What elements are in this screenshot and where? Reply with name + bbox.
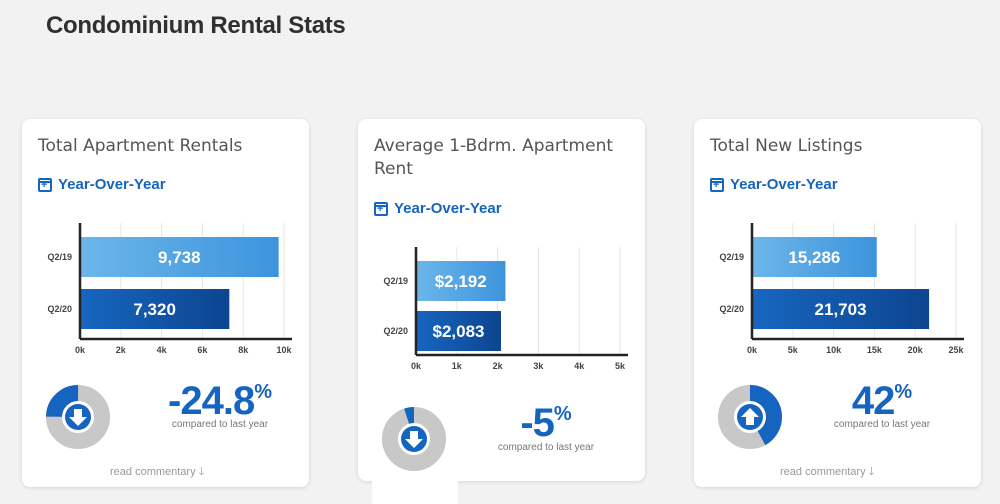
x-tick-label: 20k	[908, 345, 924, 355]
bar-value-label: 7,320	[133, 300, 176, 319]
bar-chart: 0k 2k 4k 6k 8k 10k Q2/19 9,738 Q2/20 7,320	[36, 223, 306, 355]
bar	[752, 237, 877, 277]
change-percent: -5%	[520, 401, 572, 445]
read-commentary-link[interactable]: read commentary 🡓	[780, 466, 875, 478]
bar-value-label: $2,192	[435, 272, 487, 291]
read-commentary-link[interactable]: read commentary 🡓	[110, 466, 205, 478]
gauge-arc	[718, 385, 782, 449]
arrow-down-small-icon: 🡓	[198, 466, 205, 478]
arrow-down-icon	[65, 404, 91, 430]
calendar-icon	[374, 201, 388, 216]
x-tick-label: 10k	[826, 345, 842, 355]
year-over-year-link[interactable]: Year-Over-Year	[374, 200, 502, 217]
bar	[416, 261, 506, 301]
year-over-year-link[interactable]: Year-Over-Year	[710, 176, 838, 193]
year-over-year-link[interactable]: Year-Over-Year	[38, 176, 166, 193]
x-tick-label: 0k	[411, 361, 422, 371]
x-tick-label: 0k	[75, 345, 86, 355]
bar-value-label: $2,083	[432, 322, 484, 341]
category-label: Q2/20	[383, 326, 408, 336]
bar	[752, 289, 930, 329]
card-total-apartment-rentals: Total Apartment Rentals Year-Over-Year 0…	[22, 119, 309, 487]
gauge-track	[382, 407, 446, 471]
calendar-icon	[38, 177, 52, 192]
change-percent: -24.8%	[168, 379, 272, 423]
bar-value-label: 15,286	[788, 248, 840, 267]
bar	[80, 289, 230, 329]
period-label: Year-Over-Year	[58, 176, 166, 193]
x-tick-label: 1k	[452, 361, 463, 371]
bar-chart: 0k 1k 2k 3k 4k 5k Q2/19 $2,192 Q2/20 $2,083	[372, 247, 642, 377]
bar-chart: 0k 5k 10k 15k 20k 25k Q2/19 15,286 Q2/20 21,703	[708, 223, 978, 355]
bar-value-label: 9,738	[158, 248, 201, 267]
card-2-bottom-mask	[372, 481, 458, 504]
x-tick-label: 8k	[238, 345, 249, 355]
x-tick-label: 3k	[533, 361, 544, 371]
card-title: Average 1-Bdrm. Apartment Rent	[374, 136, 614, 179]
change-gauge	[714, 381, 786, 458]
compare-text: compared to last year	[833, 419, 931, 430]
x-tick-label: 0k	[747, 345, 758, 355]
category-label: Q2/20	[47, 304, 72, 314]
period-label: Year-Over-Year	[730, 176, 838, 193]
x-tick-label: 6k	[197, 345, 208, 355]
x-tick-label: 15k	[867, 345, 883, 355]
change-percent: 42%	[851, 379, 913, 423]
x-tick-label: 10k	[276, 345, 292, 355]
bar	[80, 237, 279, 277]
card-total-new-listings: Total New Listings Year-Over-Year 0k 5k 10…	[694, 119, 981, 487]
x-tick-label: 5k	[615, 361, 626, 371]
x-tick-label: 5k	[788, 345, 799, 355]
x-tick-label: 2k	[493, 361, 504, 371]
calendar-icon	[710, 177, 724, 192]
x-tick-label: 2k	[116, 345, 127, 355]
change-gauge	[378, 403, 450, 480]
compare-text: compared to last year	[497, 442, 595, 453]
category-label: Q2/19	[719, 252, 744, 262]
card-title: Total Apartment Rentals	[38, 136, 243, 156]
category-label: Q2/20	[719, 304, 744, 314]
x-tick-label: 4k	[574, 361, 585, 371]
category-label: Q2/19	[383, 276, 408, 286]
change-gauge	[42, 381, 114, 458]
period-label: Year-Over-Year	[394, 200, 502, 217]
compare-text: compared to last year	[171, 419, 269, 430]
bar	[416, 311, 501, 351]
page-title: Condominium Rental Stats	[46, 12, 346, 39]
card-title: Total New Listings	[710, 136, 863, 156]
arrow-up-icon	[737, 404, 763, 430]
arrow-down-icon	[401, 426, 427, 452]
x-tick-label: 25k	[948, 345, 964, 355]
category-label: Q2/19	[47, 252, 72, 262]
card-average-rent: Average 1-Bdrm. Apartment Rent Year-Over…	[358, 119, 645, 481]
arrow-down-small-icon: 🡓	[868, 466, 875, 478]
x-tick-label: 4k	[157, 345, 168, 355]
bar-value-label: 21,703	[815, 300, 867, 319]
